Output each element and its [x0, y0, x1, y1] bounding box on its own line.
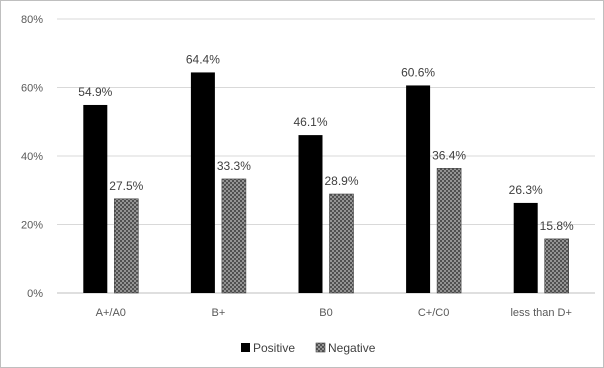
- y-tick-label: 0%: [27, 288, 43, 300]
- data-label: 54.9%: [78, 85, 112, 99]
- data-label: 36.4%: [432, 148, 466, 162]
- legend-label: Positive: [253, 341, 295, 355]
- negative-bar: [114, 198, 139, 294]
- negative-bar: [221, 178, 247, 294]
- data-label: 33.3%: [217, 159, 251, 173]
- x-axis-ticks: A+/A0 B+ B0 C+/C0 less than D+: [96, 307, 572, 319]
- x-tick-label: less than D+: [510, 307, 571, 319]
- y-tick-label: 20%: [21, 220, 43, 232]
- data-label: 27.5%: [109, 179, 143, 193]
- gridlines: [57, 18, 595, 294]
- x-tick-label: B0: [319, 307, 332, 319]
- positive-bar: [513, 202, 538, 293]
- negative-bar: [544, 238, 570, 294]
- data-label: 60.6%: [401, 65, 435, 79]
- y-tick-label: 80%: [21, 14, 43, 26]
- negative-bar: [436, 168, 462, 294]
- data-label: 64.4%: [186, 52, 220, 66]
- bars: [83, 72, 570, 294]
- x-tick-label: A+/A0: [96, 307, 126, 319]
- legend: Positive Negative: [241, 341, 376, 355]
- positive-bar: [406, 85, 431, 293]
- data-label: 46.1%: [293, 115, 327, 129]
- legend-label: Negative: [328, 341, 376, 355]
- positive-legend-swatch: [241, 343, 250, 352]
- data-label: 15.8%: [540, 219, 574, 233]
- positive-bar: [190, 72, 215, 294]
- data-labels: 54.9% 27.5% 64.4% 33.3% 46.1% 28.9% 60.6% 36.4%…: [78, 52, 574, 232]
- x-tick-label: B+: [212, 307, 226, 319]
- positive-bar: [83, 104, 108, 293]
- y-tick-label: 40%: [21, 151, 43, 163]
- negative-legend-swatch: [315, 342, 326, 353]
- positive-bar: [298, 135, 323, 293]
- x-tick-label: C+/C0: [418, 307, 450, 319]
- data-label: 26.3%: [509, 183, 543, 197]
- y-axis-ticks: 0% 20% 40% 60% 80%: [21, 14, 43, 300]
- y-tick-label: 60%: [21, 83, 43, 95]
- data-label: 28.9%: [324, 174, 358, 188]
- negative-bar: [329, 193, 354, 294]
